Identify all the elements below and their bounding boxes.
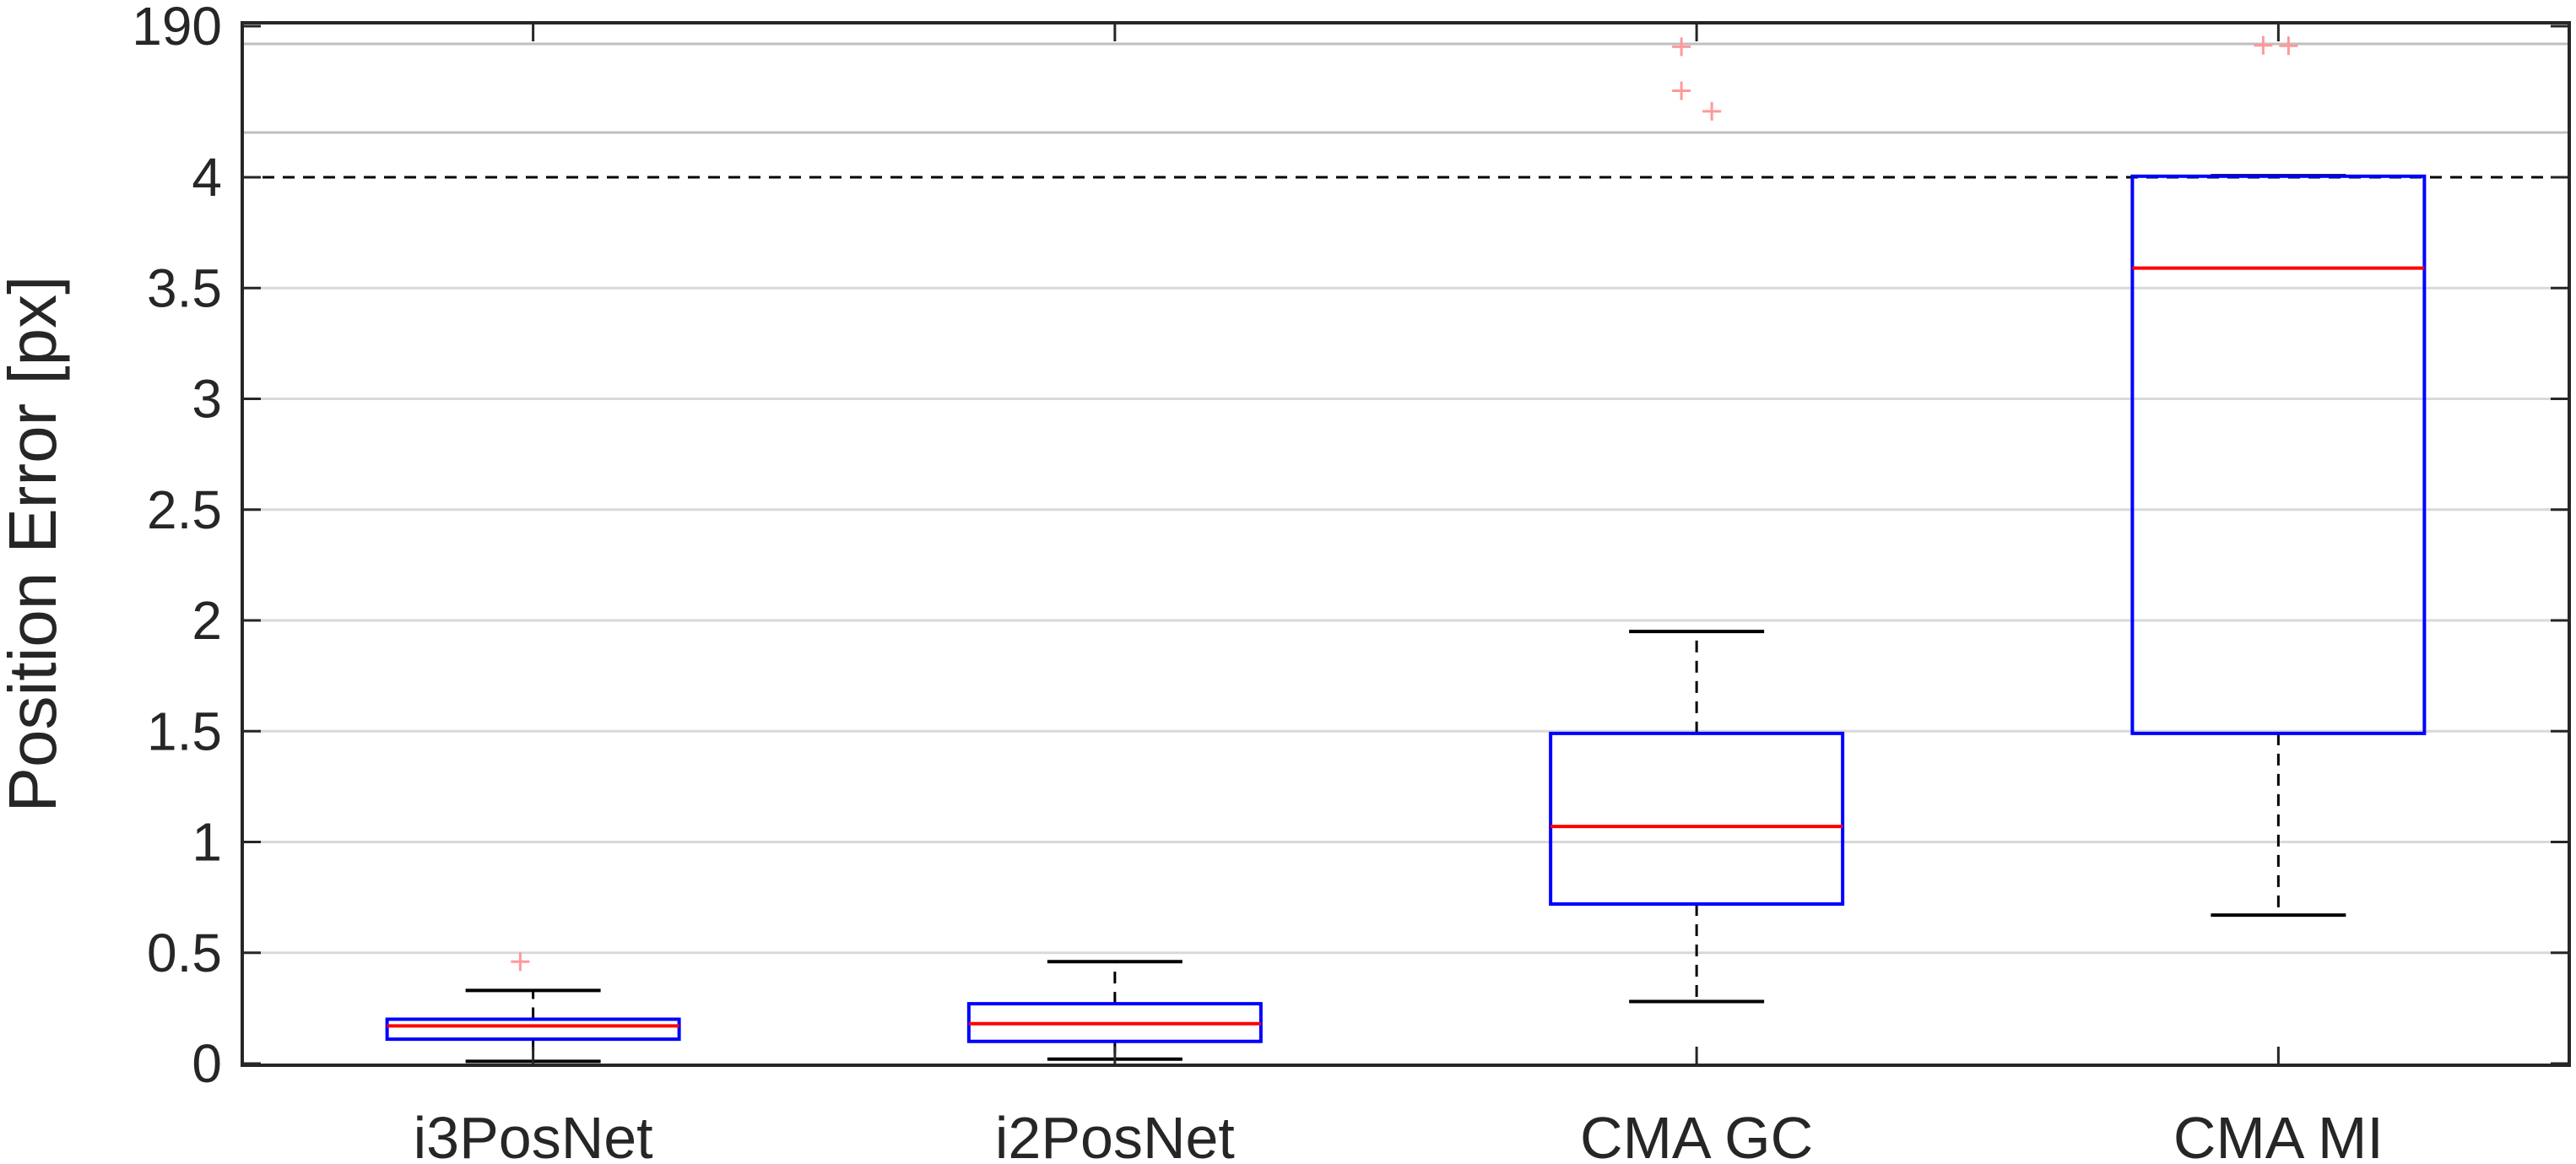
box-iqr (2130, 174, 2427, 735)
y-tick-label: 0 (192, 1033, 222, 1094)
y-tick-label: 0.5 (147, 923, 222, 983)
y-tick-label: 1 (192, 812, 222, 873)
y-tick-label: 190 (132, 0, 222, 57)
y-tick-label: 2.5 (147, 479, 222, 540)
y-tick-label: 1.5 (147, 701, 222, 761)
category-label: i2PosNet (995, 1105, 1235, 1164)
label-layer: 0 0.5 1 1.5 2 2.5 3 3.5 4 190 i3PosNet i2PosNet CMA … (132, 0, 2384, 1164)
y-tick-label: 4 (192, 147, 222, 208)
box-layer (385, 35, 2427, 1064)
box-iqr (385, 1017, 681, 1042)
frame-layer (241, 21, 2571, 1067)
grid-layer (242, 42, 2569, 955)
y-tick-label: 3 (192, 369, 222, 430)
y-tick-label: 2 (192, 590, 222, 651)
y-tick-label: 3.5 (147, 257, 222, 318)
category-label: i3PosNet (414, 1105, 653, 1164)
box-iqr (1549, 731, 1845, 906)
y-axis-label: Position Error [px] (0, 276, 70, 813)
plot-frame (241, 21, 2571, 1067)
category-label: CMA MI (2173, 1105, 2384, 1164)
category-label: CMA GC (1580, 1105, 1813, 1164)
